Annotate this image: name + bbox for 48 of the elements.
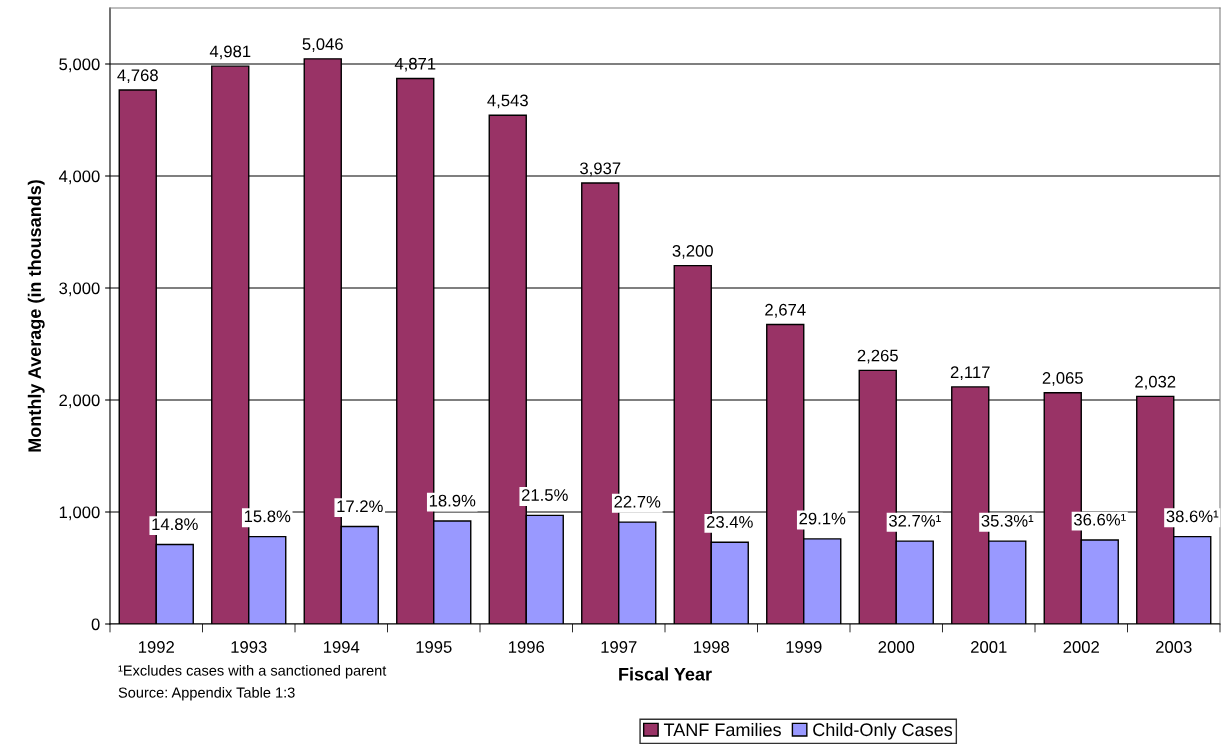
annotation: 32.7%¹	[888, 514, 941, 527]
annotation: 15.8%	[244, 510, 291, 523]
annotation: 29.1%	[799, 512, 846, 525]
annotation: 36.6%¹	[1073, 513, 1126, 526]
annotation: 35.3%¹	[981, 514, 1034, 527]
annotation: 18.9%	[429, 494, 476, 507]
x-tick-label: 1994	[323, 641, 360, 653]
y-tick-label: 2,000	[59, 394, 100, 409]
data-label: 4,768	[117, 69, 158, 84]
text: ¹Excludes cases with a sanctioned parent	[118, 665, 387, 679]
data-label: 5,046	[302, 38, 343, 52]
data-label: 3,937	[580, 162, 621, 177]
data-label: 4,543	[487, 94, 528, 109]
data-label: 4,871	[394, 57, 436, 72]
annotation: 23.4%	[706, 516, 753, 528]
annotation: 17.2%	[337, 500, 383, 513]
y-axis-title: Monthly Average (in thousands)	[27, 180, 45, 452]
data-label: 2,674	[765, 303, 806, 318]
x-tick-label: 2001	[971, 641, 1007, 653]
y-tick-label: 4,000	[58, 170, 100, 185]
x-tick-label: 2000	[878, 641, 915, 653]
annotation: 38.6%¹	[1166, 510, 1219, 523]
annotation: 21.5%	[521, 489, 568, 501]
x-tick-label: 1993	[231, 641, 267, 653]
data-label: 3,200	[672, 244, 713, 259]
x-tick-label: 1998	[693, 641, 730, 653]
y-tick-label: 3,000	[59, 282, 100, 297]
x-axis-title: Fiscal Year	[619, 667, 712, 681]
source-note: Source: Appendix Table 1:3	[118, 687, 295, 701]
data-label: 2,065	[1042, 372, 1083, 386]
x-tick-label: 1995	[416, 641, 452, 653]
legend-label: Child-Only Cases	[813, 722, 953, 740]
y-tick-label: 5,000	[59, 58, 100, 73]
y-tick-label: 0	[91, 618, 100, 631]
x-tick-label: 1999	[786, 641, 822, 653]
x-tick-label: 2002	[1063, 641, 1099, 653]
x-tick-label: 1996	[508, 641, 545, 653]
x-tick-label: 2003	[1156, 641, 1192, 653]
data-label: 4,981	[209, 45, 251, 60]
legend-label: TANF Families	[663, 722, 781, 737]
data-label: 2,265	[857, 349, 898, 364]
x-tick-label: 1997	[601, 641, 637, 653]
annotation: 14.8%	[152, 518, 198, 531]
data-label: 2,117	[950, 366, 990, 381]
y-tick-label: 1,000	[59, 506, 100, 521]
x-tick-label: 1992	[138, 641, 174, 653]
annotation: 22.7%	[614, 495, 661, 508]
data-label: 2,032	[1135, 375, 1176, 390]
